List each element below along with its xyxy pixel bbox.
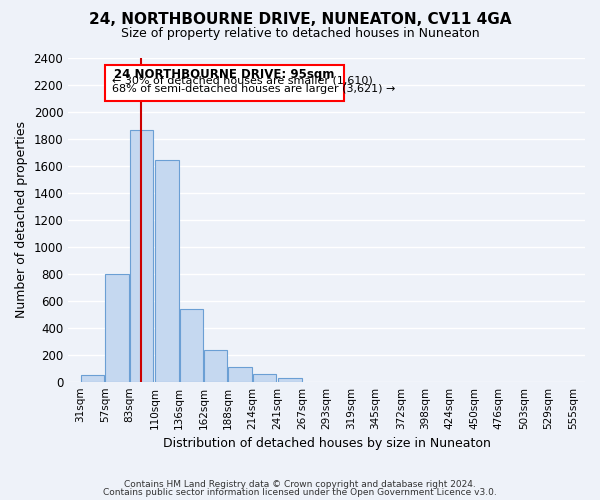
Text: Size of property relative to detached houses in Nuneaton: Size of property relative to detached ho…: [121, 28, 479, 40]
Bar: [81, 375, 104, 382]
Bar: [229, 367, 252, 382]
Bar: [130, 130, 153, 382]
Bar: [253, 374, 277, 382]
Bar: [105, 274, 129, 382]
Text: ← 30% of detached houses are smaller (1,610): ← 30% of detached houses are smaller (1,…: [112, 76, 373, 86]
Bar: [278, 378, 302, 382]
Text: Contains HM Land Registry data © Crown copyright and database right 2024.: Contains HM Land Registry data © Crown c…: [124, 480, 476, 489]
Text: Contains public sector information licensed under the Open Government Licence v3: Contains public sector information licen…: [103, 488, 497, 497]
Text: 68% of semi-detached houses are larger (3,621) →: 68% of semi-detached houses are larger (…: [112, 84, 396, 94]
Bar: [155, 160, 179, 382]
X-axis label: Distribution of detached houses by size in Nuneaton: Distribution of detached houses by size …: [163, 437, 491, 450]
Y-axis label: Number of detached properties: Number of detached properties: [15, 121, 28, 318]
Bar: [204, 350, 227, 382]
Bar: [179, 308, 203, 382]
Text: 24, NORTHBOURNE DRIVE, NUNEATON, CV11 4GA: 24, NORTHBOURNE DRIVE, NUNEATON, CV11 4G…: [89, 12, 511, 28]
Text: 24 NORTHBOURNE DRIVE: 95sqm: 24 NORTHBOURNE DRIVE: 95sqm: [115, 68, 335, 82]
FancyBboxPatch shape: [105, 65, 344, 100]
